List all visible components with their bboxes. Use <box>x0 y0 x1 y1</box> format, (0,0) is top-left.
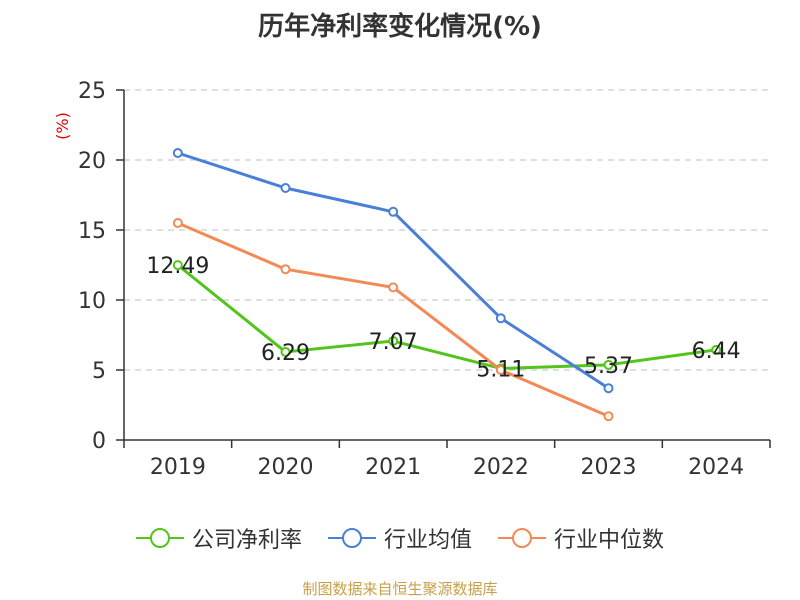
chart-title: 历年净利率变化情况(%) <box>258 12 542 42</box>
data-point <box>388 206 399 217</box>
source-note: 制图数据来自恒生聚源数据库 <box>302 580 498 598</box>
y-axis-label: (%) <box>53 112 72 140</box>
data-point <box>603 411 614 422</box>
series-line-2 <box>177 221 610 418</box>
x-tick-label: 2020 <box>258 455 314 480</box>
y-tick-label: 15 <box>78 219 106 244</box>
y-tick-label: 20 <box>78 149 106 174</box>
data-point <box>388 282 399 293</box>
y-tick-label: 25 <box>78 79 106 104</box>
x-tick-label: 2022 <box>473 455 529 480</box>
data-label: 5.11 <box>476 357 525 382</box>
x-tick-label: 2021 <box>365 455 421 480</box>
data-label: 6.29 <box>261 341 310 366</box>
data-point <box>495 365 506 375</box>
legend-line-circle-icon <box>498 526 546 550</box>
data-point <box>280 264 291 275</box>
y-tick-label: 10 <box>78 289 106 314</box>
legend-item-industry-mean[interactable]: 行业均值 <box>327 522 472 554</box>
y-tick-label: 0 <box>92 429 106 454</box>
data-point <box>172 218 183 228</box>
data-point <box>711 344 722 355</box>
data-point <box>388 336 399 347</box>
legend-label: 公司净利率 <box>191 528 302 553</box>
data-point <box>280 346 291 357</box>
legend-label: 行业中位数 <box>554 528 665 553</box>
y-tick-label: 5 <box>92 359 106 384</box>
data-point <box>495 313 506 324</box>
legend-label: 行业均值 <box>383 528 472 553</box>
data-point <box>603 383 614 394</box>
legend-item-company[interactable]: 公司净利率 <box>135 522 302 554</box>
data-label: 12.49 <box>146 254 209 279</box>
chart-legend: 公司净利率 行业均值 行业中位数 <box>0 520 800 556</box>
legend-item-industry-median[interactable]: 行业中位数 <box>498 522 664 554</box>
data-point <box>172 148 183 158</box>
series-line-0 <box>176 263 717 370</box>
x-tick-label: 2024 <box>688 455 744 480</box>
data-label: 7.07 <box>369 330 418 355</box>
line-chart: 0 5 10 15 20 25 2019 2020 2021 2022 2023 2024 (%) 12.… <box>53 79 771 480</box>
x-tick-label: 2023 <box>581 455 637 480</box>
data-point <box>603 359 614 370</box>
legend-line-circle-icon <box>327 526 376 550</box>
legend-line-circle-icon <box>135 526 184 550</box>
x-tick-label: 2019 <box>150 455 206 480</box>
data-label: 5.37 <box>584 354 633 379</box>
data-point <box>172 260 183 271</box>
data-point <box>280 183 291 193</box>
data-label: 6.44 <box>692 339 741 364</box>
